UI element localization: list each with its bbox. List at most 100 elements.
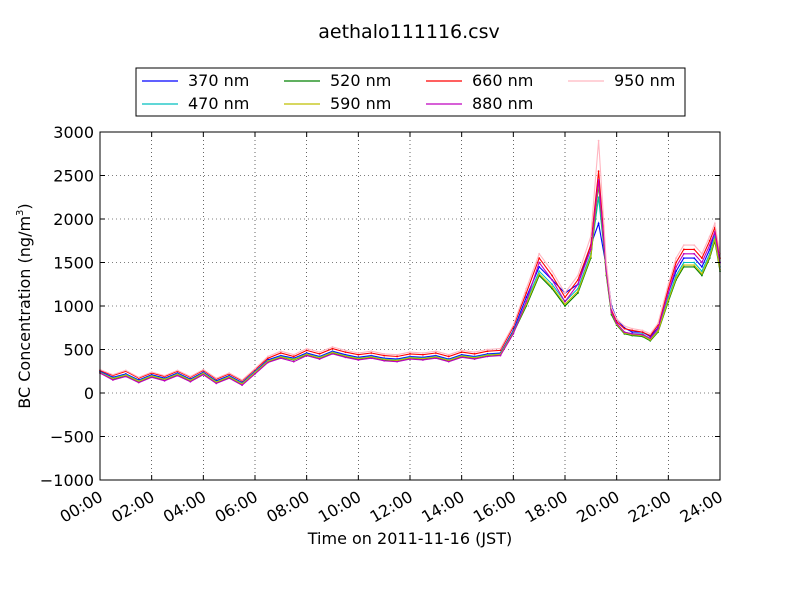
data-point <box>577 290 579 293</box>
data-point <box>305 347 308 350</box>
data-point <box>409 358 411 360</box>
data-point <box>267 355 269 358</box>
data-point <box>383 358 386 361</box>
data-point <box>610 306 613 309</box>
data-point <box>137 376 140 379</box>
data-point <box>551 279 553 281</box>
legend: 370 nm 470 nm 520 nm 590 nm 660 nm 880 nm 950 … <box>135 67 686 117</box>
data-point <box>649 337 652 340</box>
data-point <box>409 351 411 354</box>
data-point <box>708 248 711 251</box>
data-point <box>137 381 140 384</box>
data-point <box>631 327 634 330</box>
data-point <box>675 277 677 280</box>
data-point <box>682 244 685 247</box>
legend-entry: 660 nm <box>426 71 533 90</box>
legend-entry: 880 nm <box>426 94 533 113</box>
data-point <box>318 358 321 360</box>
data-point <box>577 274 579 277</box>
data-point <box>254 372 256 375</box>
data-point <box>682 261 685 264</box>
data-point <box>615 322 618 325</box>
data-point <box>383 354 386 357</box>
data-point <box>370 357 373 360</box>
data-point <box>422 353 424 356</box>
data-point <box>254 367 256 370</box>
data-point <box>675 257 677 260</box>
legend-label: 880 nm <box>472 94 533 113</box>
data-point <box>525 296 528 299</box>
y-tick-labels: −1000 −500 0 500 1000 1500 2000 2500 3000 <box>40 123 94 490</box>
data-point <box>202 368 205 371</box>
data-point <box>564 305 566 307</box>
data-point <box>499 347 502 350</box>
data-point <box>667 287 670 290</box>
legend-label: 470 nm <box>188 94 249 113</box>
data-point <box>597 170 600 173</box>
data-point <box>667 292 670 294</box>
data-point <box>460 349 463 352</box>
data-point <box>124 375 127 378</box>
data-point <box>279 355 282 358</box>
legend-entry: 470 nm <box>142 94 249 113</box>
data-point <box>499 349 502 352</box>
data-point <box>409 356 411 359</box>
data-point <box>447 355 450 358</box>
data-point <box>538 252 541 255</box>
data-point <box>434 352 437 354</box>
data-point <box>682 264 685 267</box>
data-point <box>383 359 386 362</box>
data-point <box>357 352 360 354</box>
data-point <box>292 355 295 358</box>
data-point <box>228 377 231 380</box>
data-point <box>597 178 600 181</box>
data-point <box>708 239 711 242</box>
data-point <box>641 329 644 332</box>
data-point <box>292 358 295 361</box>
data-point <box>331 347 334 350</box>
data-point <box>525 287 528 290</box>
data-point <box>693 261 696 264</box>
y-tick-label: −500 <box>50 428 94 447</box>
series-880-nm <box>99 178 721 387</box>
series-line <box>99 179 721 386</box>
data-point <box>305 354 308 357</box>
data-point <box>615 318 618 320</box>
data-point <box>486 348 489 351</box>
y-tick-label: 0 <box>84 384 94 403</box>
data-point <box>215 377 218 380</box>
data-point <box>610 311 613 313</box>
legend-label: 660 nm <box>472 71 533 90</box>
y-tick-label: 2500 <box>53 167 94 186</box>
chart-title: aethalo111116.csv <box>318 21 500 43</box>
data-point <box>357 357 360 360</box>
data-point <box>682 248 685 251</box>
data-point <box>675 274 677 277</box>
y-tick-label: 1500 <box>53 254 94 273</box>
data-point <box>370 350 373 353</box>
y-axis-label-superscript: 3 <box>15 210 26 216</box>
data-point <box>215 382 218 385</box>
legend-entry: 950 nm <box>568 71 675 90</box>
data-point <box>675 270 677 273</box>
legend-label: 520 nm <box>330 71 391 90</box>
data-point <box>551 283 553 286</box>
data-point <box>682 257 685 260</box>
data-point <box>538 265 541 268</box>
data-point <box>577 292 579 294</box>
data-point <box>422 352 424 354</box>
data-point <box>701 257 703 260</box>
data-point <box>396 355 398 358</box>
y-axis-label-main: BC Concentration (ng/m <box>15 216 34 409</box>
data-point <box>163 374 166 377</box>
data-point <box>512 324 515 327</box>
data-point <box>708 235 711 238</box>
data-point <box>577 279 579 281</box>
data-point <box>693 248 696 251</box>
series-950-nm <box>99 139 721 381</box>
data-point <box>292 360 295 363</box>
data-point <box>597 139 600 142</box>
data-point <box>713 231 716 233</box>
data-point <box>396 359 398 362</box>
data-point <box>623 325 626 327</box>
